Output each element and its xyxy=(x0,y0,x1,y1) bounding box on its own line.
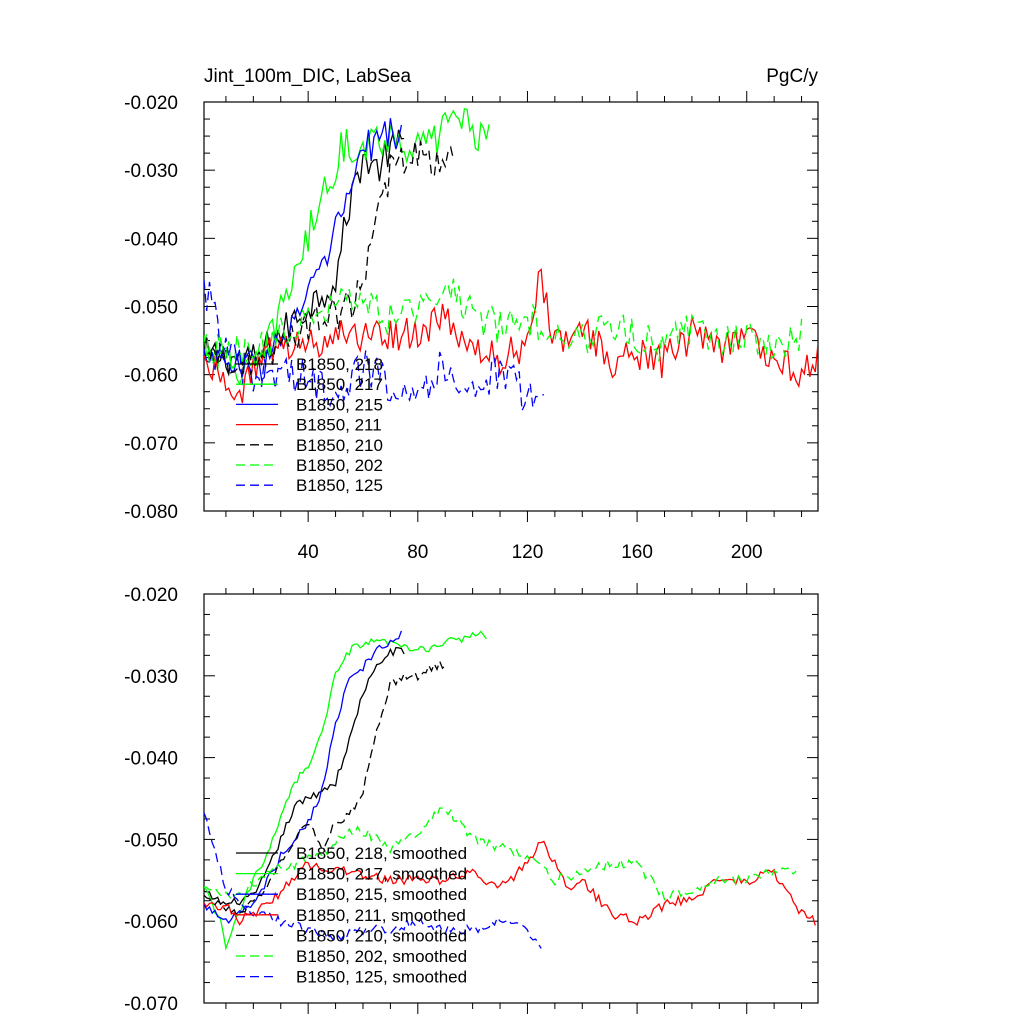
y-tick-label: -0.050 xyxy=(124,830,178,851)
legend-label: B1850, 202 xyxy=(296,456,383,475)
top-panel: Jint_100m_DIC, LabSea PgC/y -0.020 -0.030… xyxy=(124,66,819,563)
legend-label: B1850, 215 xyxy=(296,395,383,414)
series-line-1 xyxy=(204,646,405,906)
y-tick-label: -0.040 xyxy=(124,749,178,770)
series-line-6 xyxy=(204,807,797,901)
legend-label: B1850, 218, smoothed xyxy=(296,844,467,863)
chart-title: Jint_100m_DIC, LabSea xyxy=(204,66,411,87)
legend-label: B1850, 210, smoothed xyxy=(296,926,467,945)
chart-units: PgC/y xyxy=(766,66,818,87)
series-line-3 xyxy=(204,118,403,382)
y-tick-label: -0.030 xyxy=(124,161,178,182)
series-line-1 xyxy=(204,129,405,377)
x-tick-label: 200 xyxy=(731,542,763,563)
bottom-panel: -0.020 -0.030 -0.040 -0.050 -0.060 -0.070 B185… xyxy=(124,583,819,1015)
legend-label: B1850, 125 xyxy=(296,476,383,495)
y-tick-label: -0.080 xyxy=(124,502,178,523)
series-line-2 xyxy=(204,630,487,951)
series-line-5 xyxy=(204,140,455,376)
series-line-6 xyxy=(204,278,803,370)
series-layer xyxy=(204,630,816,951)
x-tick-label: 160 xyxy=(621,542,653,563)
series-layer xyxy=(204,108,818,411)
y-tick-label: -0.020 xyxy=(124,585,178,606)
y-tick-label: -0.030 xyxy=(124,667,178,688)
y-tick-label: -0.070 xyxy=(124,994,178,1015)
series-line-7 xyxy=(204,812,542,949)
legend-label: B1850, 210 xyxy=(296,436,383,455)
y-tick-label: -0.070 xyxy=(124,434,178,455)
legend-label: B1850, 211 xyxy=(296,416,382,435)
y-tick-label: -0.060 xyxy=(124,366,178,387)
series-line-7 xyxy=(204,279,545,411)
legend-label: B1850, 202, smoothed xyxy=(296,947,467,966)
legend-label: B1850, 217, smoothed xyxy=(296,865,467,884)
legend-label: B1850, 215, smoothed xyxy=(296,885,467,904)
y-tick-label: -0.020 xyxy=(124,93,178,114)
legend-label: B1850, 217 xyxy=(296,375,383,394)
series-line-4 xyxy=(204,840,816,926)
x-tick-label: 40 xyxy=(298,542,319,563)
series-line-5 xyxy=(204,659,446,917)
series-line-4 xyxy=(204,268,818,404)
x-tick-label: 80 xyxy=(407,542,428,563)
x-tick-label: 120 xyxy=(512,542,544,563)
y-tick-label: -0.050 xyxy=(124,298,178,319)
y-tick-label: -0.040 xyxy=(124,229,178,250)
legend-label: B1850, 125, smoothed xyxy=(296,968,467,987)
legend-label: B1850, 211, smoothed xyxy=(296,906,466,925)
series-line-3 xyxy=(204,630,403,925)
legend-label: B1850, 218 xyxy=(296,355,383,374)
y-tick-label: -0.060 xyxy=(124,912,178,933)
